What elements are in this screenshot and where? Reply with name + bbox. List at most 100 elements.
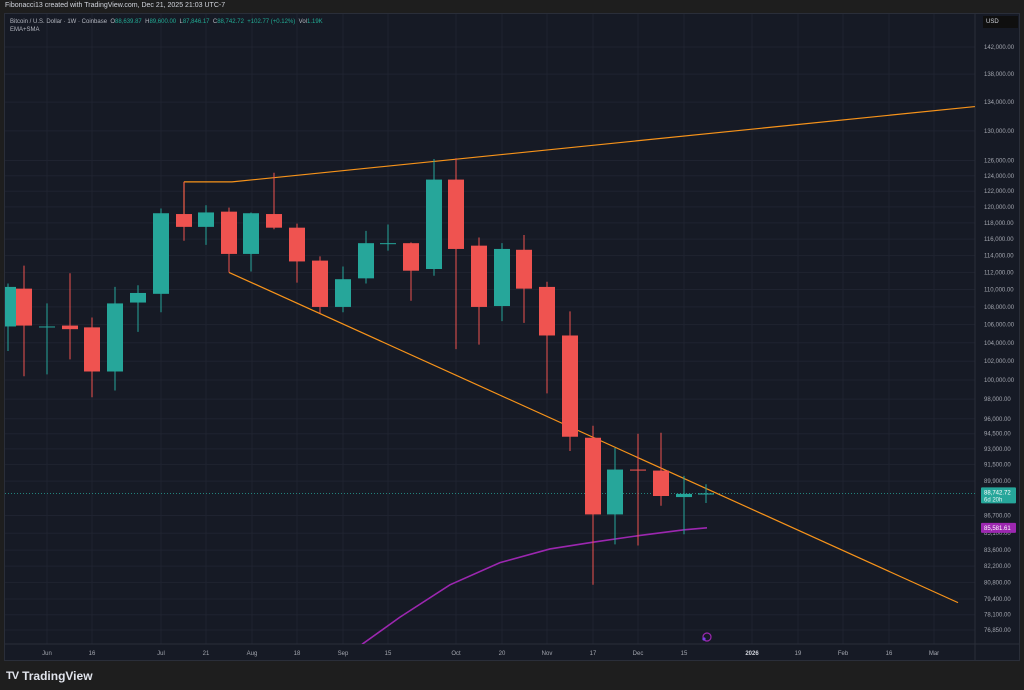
- price-tick: 142,000.00: [984, 45, 1015, 51]
- price-tick: 118,000.00: [984, 221, 1014, 227]
- candle: [130, 285, 146, 332]
- candle: [471, 237, 487, 345]
- svg-text:88,742.72: 88,742.72: [984, 490, 1011, 496]
- time-tick: Sep: [338, 651, 349, 657]
- price-tick: 102,000.00: [984, 359, 1015, 365]
- price-axis[interactable]: 142,000.00 138,000.00 134,000.00 130,000.00…: [984, 45, 1015, 634]
- low-value: 87,846.17: [182, 19, 210, 25]
- price-tick: 85,100.00: [984, 531, 1011, 537]
- candle: [289, 223, 305, 283]
- indicator-marker-icon[interactable]: [702, 632, 712, 642]
- candle: [266, 172, 282, 230]
- candle: [380, 224, 396, 251]
- time-axis[interactable]: Jun 16 Jul 21 Aug 18 Sep 15 Oct 20 Nov 17 Dec 15 2026 1…: [42, 651, 939, 657]
- price-tick: 83,600.00: [984, 548, 1011, 554]
- chart-legend: Bitcoin / U.S. Dollar · 1W · Coinbase O8…: [10, 18, 323, 34]
- candle: [403, 242, 419, 301]
- candle: [630, 433, 646, 546]
- candle: [516, 234, 532, 323]
- price-tick: 116,000.00: [984, 237, 1014, 243]
- candle: [562, 311, 578, 451]
- time-tick: Dec: [633, 651, 644, 657]
- time-tick: 15: [385, 651, 392, 657]
- time-tick: Nov: [542, 651, 553, 657]
- price-tick: 124,000.00: [984, 174, 1015, 180]
- time-tick: Feb: [838, 651, 849, 657]
- trendline[interactable]: [184, 104, 1005, 183]
- price-tick: 96,000.00: [984, 417, 1011, 423]
- candle: [312, 256, 328, 314]
- price-tick: 138,000.00: [984, 72, 1015, 78]
- price-tick: 130,000.00: [984, 129, 1015, 135]
- currency-label[interactable]: USD: [983, 16, 1018, 28]
- ma-line: [361, 527, 708, 644]
- candle: [39, 303, 55, 375]
- candle: [358, 230, 374, 284]
- time-tick: 19: [795, 651, 802, 657]
- high-value: 89,600.00: [149, 19, 177, 25]
- candle: [698, 484, 714, 503]
- grid: [5, 14, 975, 644]
- candlestick-chart[interactable]: 142,000.00 138,000.00 134,000.00 130,000.00…: [0, 0, 1024, 662]
- time-tick: 17: [590, 651, 597, 657]
- current-price-badge: [981, 487, 1016, 504]
- price-tick: 82,200.00: [984, 564, 1011, 570]
- candle: [16, 265, 32, 377]
- price-tick: 114,000.00: [984, 254, 1014, 260]
- price-tick: 91,500.00: [984, 462, 1011, 468]
- price-tick: 93,000.00: [984, 447, 1011, 453]
- change-value: +102.77 (+0.12%): [247, 19, 296, 25]
- open-value: 88,639.87: [115, 19, 142, 25]
- symbol-title[interactable]: Bitcoin / U.S. Dollar · 1W · Coinbase: [10, 19, 108, 25]
- volume-value: 1.19K: [307, 19, 323, 25]
- price-tick: 76,850.00: [984, 628, 1011, 634]
- time-tick: 2026: [745, 651, 759, 657]
- price-tick: 98,000.00: [984, 397, 1011, 403]
- candle: [107, 286, 123, 391]
- candle: [176, 181, 192, 241]
- candle: [653, 432, 669, 506]
- candle: [585, 425, 601, 585]
- candle: [221, 207, 237, 273]
- price-tick: 122,000.00: [984, 189, 1015, 195]
- price-tick: 100,000.00: [984, 378, 1015, 384]
- candle: [198, 205, 214, 245]
- time-tick: 16: [886, 651, 893, 657]
- time-tick: Mar: [929, 651, 939, 657]
- time-tick: 20: [499, 651, 506, 657]
- close-value: 88,742.72: [217, 19, 244, 25]
- time-tick: 21: [203, 651, 210, 657]
- time-tick: Aug: [247, 651, 258, 657]
- price-tick: 106,000.00: [984, 323, 1015, 329]
- price-tick: 126,000.00: [984, 159, 1015, 165]
- candle: [62, 273, 78, 360]
- price-tick: 104,000.00: [984, 341, 1015, 347]
- tradingview-logo-icon: TV: [6, 670, 19, 682]
- time-tick: 15: [681, 651, 688, 657]
- candle: [448, 158, 464, 350]
- time-tick: 18: [294, 651, 301, 657]
- price-tick: 78,100.00: [984, 613, 1011, 619]
- indicator-legend[interactable]: EMA+SMA: [10, 27, 40, 33]
- price-tick: 94,500.00: [984, 432, 1011, 438]
- footer-bar: TV TradingView: [0, 662, 1024, 690]
- brand-name: TradingView: [22, 669, 93, 683]
- chart-pane[interactable]: [4, 13, 1020, 661]
- candle: [426, 159, 442, 276]
- attribution-bar: Fibonacci13 created with TradingView.com…: [0, 0, 1024, 13]
- price-tick: 112,000.00: [984, 270, 1014, 276]
- candle: [676, 475, 692, 535]
- candle: [243, 212, 259, 272]
- ma-value-badge: [981, 522, 1016, 533]
- time-tick: 16: [89, 651, 96, 657]
- candle: [335, 266, 351, 313]
- plot-area: [5, 104, 1005, 644]
- candle: [494, 243, 510, 322]
- price-tick: 110,000.00: [984, 288, 1014, 294]
- price-tick: 134,000.00: [984, 100, 1015, 106]
- tradingview-brand: TV TradingView: [6, 668, 93, 684]
- price-tick: 86,700.00: [984, 514, 1011, 520]
- time-tick: Jun: [42, 651, 52, 657]
- time-tick: Oct: [451, 651, 461, 657]
- time-tick: Jul: [157, 651, 165, 657]
